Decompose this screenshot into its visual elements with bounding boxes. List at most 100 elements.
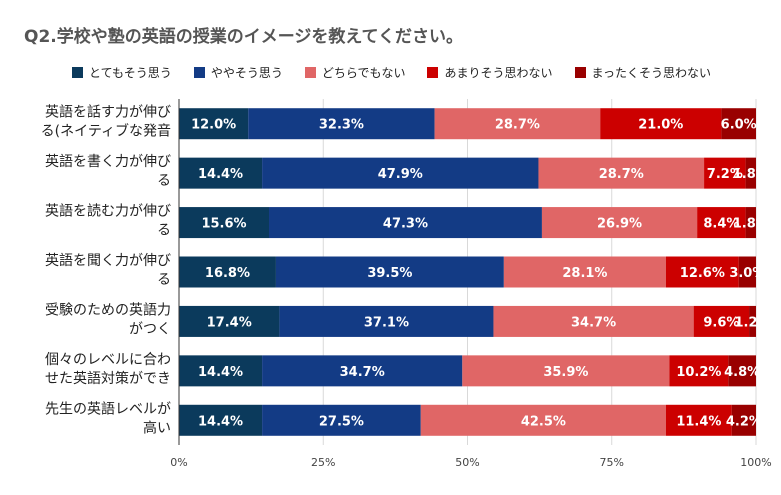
legend-label: まったくそう思わない bbox=[591, 66, 712, 80]
category-label: る bbox=[157, 223, 171, 239]
legend: とてもそう思う ややそう思う どちらでもない あまりそう思わない まったくそう思わない bbox=[72, 64, 733, 81]
x-tick-label: 25% bbox=[311, 456, 335, 469]
legend-swatch bbox=[72, 67, 83, 78]
category-label: 個々のレベルに合わ bbox=[45, 352, 171, 368]
bar-segment bbox=[728, 355, 756, 387]
bar-segment bbox=[262, 157, 539, 189]
legend-item: あまりそう思わない bbox=[427, 64, 553, 81]
category-label: 英語を書く力が伸び bbox=[45, 153, 171, 170]
data-label: 16.8% bbox=[205, 266, 250, 281]
legend-label: ややそう思う bbox=[210, 66, 283, 80]
data-label: 34.7% bbox=[340, 365, 385, 380]
x-tick-label: 75% bbox=[600, 456, 624, 469]
data-label: 3.0% bbox=[729, 266, 765, 281]
legend-swatch bbox=[574, 67, 586, 78]
data-label: 32.3% bbox=[319, 118, 364, 133]
data-label: 8.4% bbox=[703, 217, 739, 232]
data-label: 1.8% bbox=[733, 167, 769, 182]
data-label: 7.2% bbox=[707, 167, 743, 182]
bar-segment bbox=[179, 355, 263, 387]
data-label: 34.7% bbox=[571, 315, 616, 330]
data-label: 28.7% bbox=[599, 167, 644, 182]
legend-label: どちらでもない bbox=[321, 66, 406, 80]
bar-segment bbox=[745, 157, 756, 189]
data-label: 12.0% bbox=[191, 118, 236, 133]
category-label: 英語を聞く力が伸び bbox=[45, 252, 171, 269]
data-label: 1.2% bbox=[735, 315, 771, 330]
bar-segment bbox=[721, 108, 756, 140]
data-label: 15.6% bbox=[201, 217, 246, 232]
category-label: 英語を読む力が伸び bbox=[45, 203, 171, 220]
bar-segment bbox=[462, 355, 670, 387]
category-label: る bbox=[157, 173, 171, 189]
bar-segment bbox=[262, 355, 463, 387]
data-label: 27.5% bbox=[319, 414, 364, 429]
data-label: 28.7% bbox=[495, 118, 540, 133]
data-label: 14.4% bbox=[198, 365, 243, 380]
category-label: がつく bbox=[129, 321, 171, 337]
bar-segment bbox=[704, 157, 746, 189]
data-label: 14.4% bbox=[198, 167, 243, 182]
bar-segment bbox=[179, 404, 263, 436]
bar-segment bbox=[697, 207, 746, 239]
bar-segment bbox=[600, 108, 722, 140]
bar-segment bbox=[745, 207, 756, 239]
data-label: 9.6% bbox=[703, 315, 739, 330]
data-label: 26.9% bbox=[597, 217, 642, 232]
data-label: 47.3% bbox=[383, 217, 428, 232]
bar-segment bbox=[179, 256, 276, 288]
bar-segment bbox=[275, 256, 504, 288]
data-label: 1.8% bbox=[733, 217, 769, 232]
category-label: る bbox=[157, 272, 171, 288]
legend-swatch bbox=[193, 67, 205, 78]
bar-segment bbox=[179, 157, 263, 189]
legend-label: とてもそう思う bbox=[89, 66, 172, 80]
data-label: 28.1% bbox=[562, 266, 607, 281]
data-label: 42.5% bbox=[521, 414, 566, 429]
bar-segment bbox=[665, 404, 732, 436]
bar-segment bbox=[179, 108, 249, 140]
x-tick-label: 0% bbox=[170, 456, 187, 469]
bar-segment bbox=[279, 305, 494, 337]
data-label: 17.4% bbox=[207, 315, 252, 330]
legend-item: どちらでもない bbox=[304, 64, 406, 81]
data-label: 14.4% bbox=[198, 414, 243, 429]
bar-segment bbox=[248, 108, 435, 140]
bar-segment bbox=[434, 108, 601, 140]
legend-label: あまりそう思わない bbox=[444, 66, 553, 80]
bar-segment bbox=[738, 256, 756, 288]
category-label: 高い bbox=[143, 419, 171, 436]
data-label: 10.2% bbox=[676, 365, 721, 380]
bar-segment bbox=[269, 207, 542, 239]
data-label: 11.4% bbox=[676, 414, 721, 429]
category-label: る(ネイティブな発音 bbox=[41, 123, 171, 140]
bar-segment bbox=[665, 256, 739, 288]
bar-segment bbox=[669, 355, 729, 387]
category-label: 受験のための英語力 bbox=[45, 301, 171, 318]
legend-item: まったくそう思わない bbox=[574, 64, 712, 81]
bar-segment bbox=[262, 404, 421, 436]
legend-item: とてもそう思う bbox=[72, 64, 172, 81]
bar-segment bbox=[538, 157, 705, 189]
category-label: せた英語対策ができ bbox=[45, 370, 171, 387]
bar-segment bbox=[179, 207, 270, 239]
chart-title: Q2.学校や塾の英語の授業のイメージを教えてください。 bbox=[24, 27, 464, 47]
bar-segment bbox=[693, 305, 750, 337]
data-label: 39.5% bbox=[367, 266, 412, 281]
category-label: 英語を話す力が伸び bbox=[45, 104, 171, 121]
legend-swatch bbox=[427, 67, 439, 78]
data-label: 4.2% bbox=[726, 414, 762, 429]
bar-segment bbox=[493, 305, 694, 337]
bar-segment bbox=[179, 305, 280, 337]
data-label: 21.0% bbox=[638, 118, 683, 133]
data-label: 37.1% bbox=[364, 315, 409, 330]
x-tick-label: 50% bbox=[455, 456, 479, 469]
data-label: 12.6% bbox=[680, 266, 725, 281]
bar-segment bbox=[503, 256, 666, 288]
data-label: 35.9% bbox=[543, 365, 588, 380]
data-label: 4.8% bbox=[724, 365, 760, 380]
legend-item: ややそう思う bbox=[193, 64, 283, 81]
bar-segment bbox=[731, 404, 756, 436]
